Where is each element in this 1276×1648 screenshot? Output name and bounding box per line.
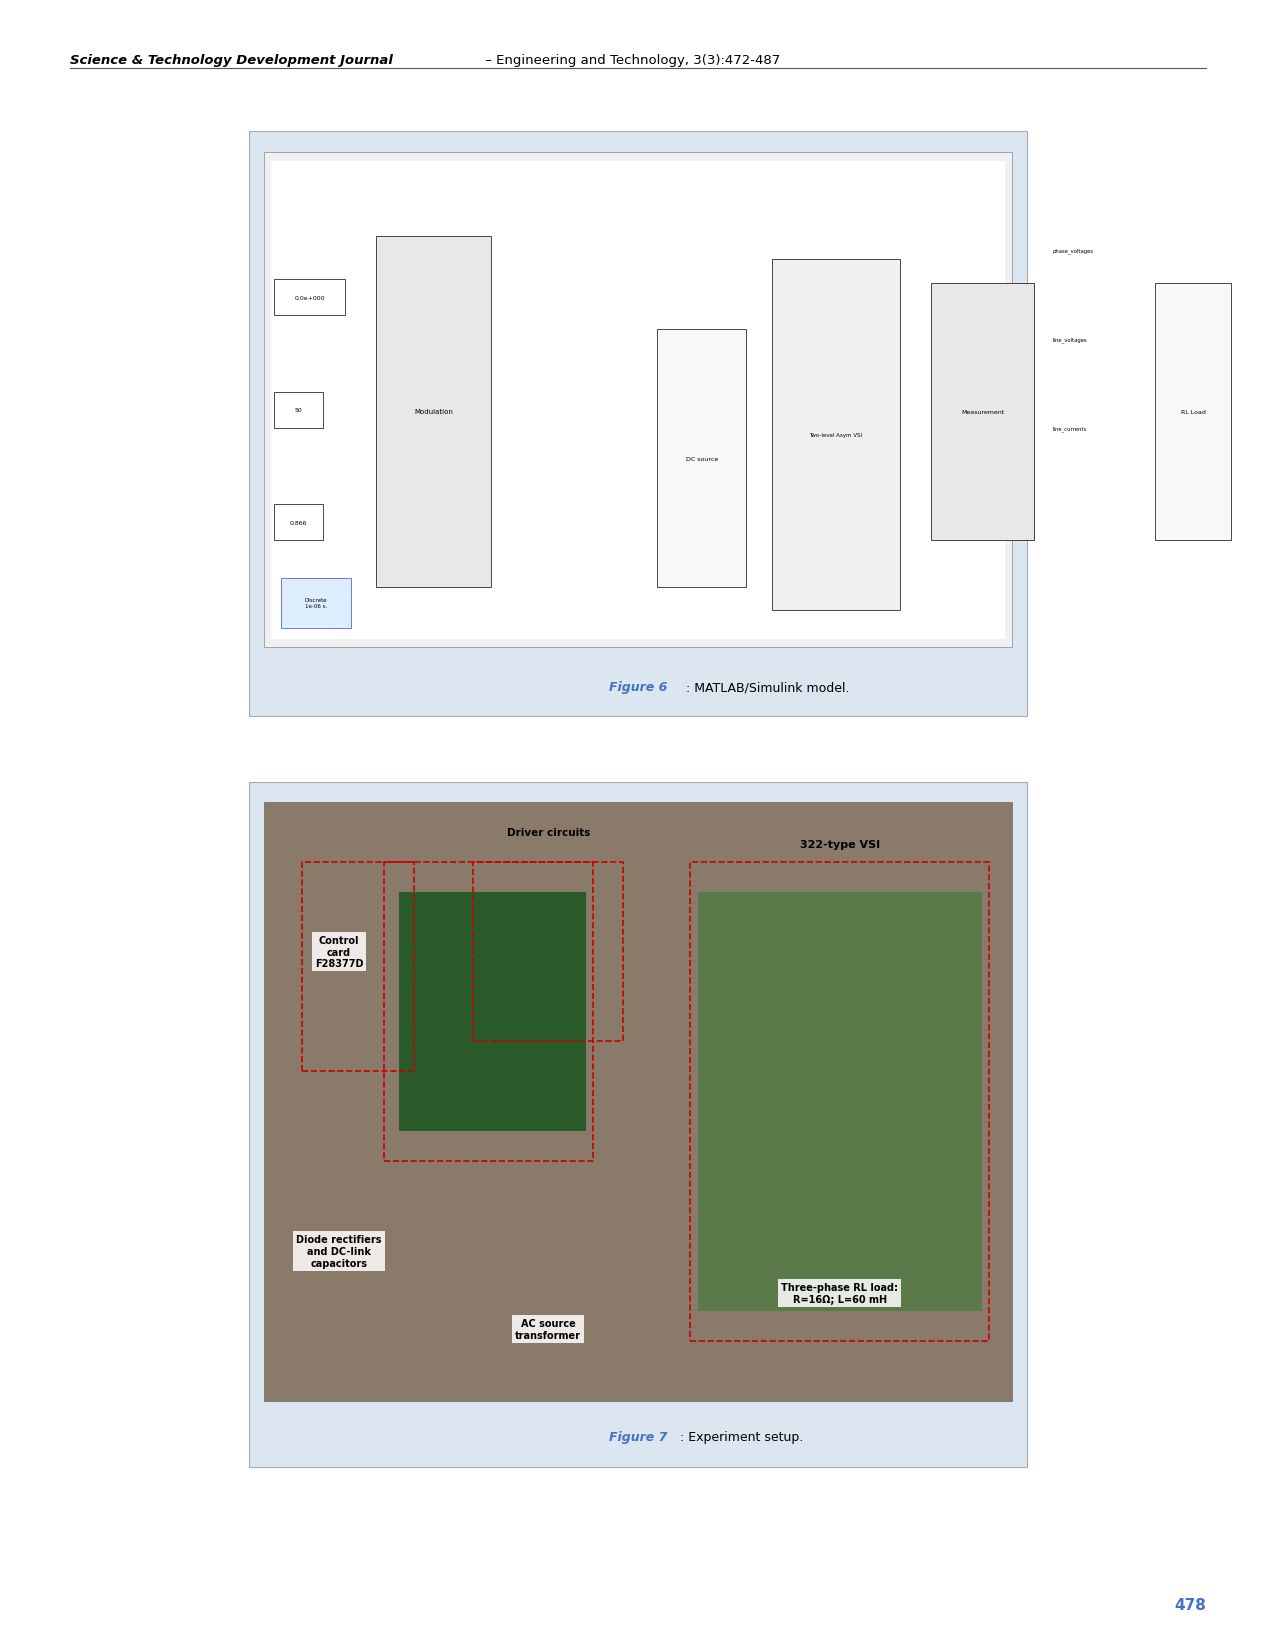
Text: 322-type VSI: 322-type VSI	[800, 839, 880, 849]
FancyBboxPatch shape	[376, 237, 491, 588]
Text: Driver circuits: Driver circuits	[507, 827, 590, 837]
FancyBboxPatch shape	[264, 803, 1012, 1401]
Text: : Experiment setup.: : Experiment setup.	[680, 1430, 804, 1444]
Text: RL Load: RL Load	[1180, 410, 1206, 415]
FancyBboxPatch shape	[271, 162, 1005, 639]
Text: vab_vbc_vca: vab_vbc_vca	[894, 336, 925, 343]
FancyBboxPatch shape	[264, 153, 1012, 648]
Text: line_voltages: line_voltages	[1053, 336, 1087, 343]
Text: Figure 6: Figure 6	[609, 681, 667, 694]
FancyBboxPatch shape	[274, 392, 323, 428]
FancyBboxPatch shape	[698, 892, 983, 1312]
FancyBboxPatch shape	[281, 578, 351, 628]
Text: DC source: DC source	[685, 456, 718, 461]
FancyBboxPatch shape	[398, 892, 586, 1132]
Text: 478: 478	[1174, 1597, 1206, 1612]
FancyBboxPatch shape	[249, 783, 1027, 1467]
Text: Figure 7: Figure 7	[609, 1430, 667, 1444]
Text: Diode rectifiers
and DC-link
capacitors: Diode rectifiers and DC-link capacitors	[296, 1234, 382, 1267]
Text: 0.866: 0.866	[290, 521, 308, 526]
Text: vaO_vbO_vcO: vaO_vbO_vcO	[892, 247, 925, 254]
Text: Two-level Asym VSI: Two-level Asym VSI	[809, 433, 863, 438]
Text: pulses: pulses	[517, 295, 535, 300]
Text: Three-phase RL load:
R=16Ω; L=60 mH: Three-phase RL load: R=16Ω; L=60 mH	[781, 1282, 898, 1304]
Text: Control
card
F28377D: Control card F28377D	[315, 936, 364, 969]
Text: – Engineering and Technology, 3(3):472-487: – Engineering and Technology, 3(3):472-4…	[481, 54, 781, 68]
Text: Measurement: Measurement	[961, 410, 1004, 415]
FancyBboxPatch shape	[249, 132, 1027, 717]
Text: 50: 50	[295, 409, 302, 414]
FancyBboxPatch shape	[931, 283, 1034, 541]
FancyBboxPatch shape	[274, 280, 345, 316]
Text: line_currents: line_currents	[1053, 425, 1087, 432]
FancyBboxPatch shape	[1155, 283, 1231, 541]
Text: : MATLAB/Simulink model.: : MATLAB/Simulink model.	[686, 681, 850, 694]
Text: Modulation: Modulation	[415, 409, 453, 415]
FancyBboxPatch shape	[657, 330, 746, 588]
FancyBboxPatch shape	[772, 260, 900, 611]
Text: 0.0e+000: 0.0e+000	[295, 295, 324, 300]
Text: Discrete
1e-06 s.: Discrete 1e-06 s.	[305, 598, 327, 608]
Text: AC source
transformer: AC source transformer	[516, 1318, 582, 1340]
Text: Science & Technology Development Journal: Science & Technology Development Journal	[70, 54, 393, 68]
Text: phase_voltages: phase_voltages	[1053, 247, 1094, 254]
FancyBboxPatch shape	[274, 504, 323, 541]
Text: ia_ib_ic: ia_ib_ic	[907, 425, 925, 432]
